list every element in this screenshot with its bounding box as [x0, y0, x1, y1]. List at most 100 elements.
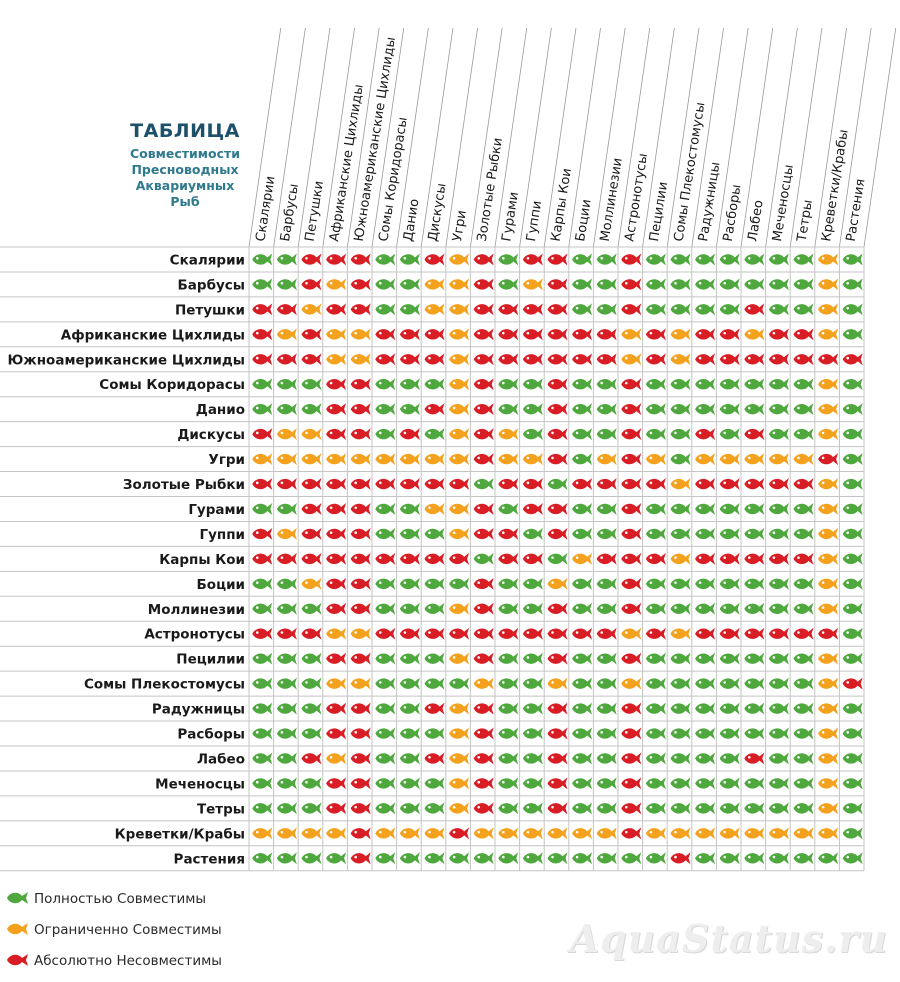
fish-eye [625, 506, 628, 510]
fish-limited [326, 677, 347, 690]
fish-compatible [842, 328, 863, 341]
fish-incompatible [350, 527, 371, 540]
fish-eye [403, 581, 407, 584]
fish-incompatible [326, 602, 347, 615]
fish-incompatible [473, 353, 494, 366]
fish-eye [502, 381, 505, 385]
fish-eye [600, 556, 603, 559]
fish-incompatible [621, 652, 642, 665]
fish-eye [600, 356, 603, 360]
fish-compatible [793, 527, 814, 540]
fish-incompatible [547, 702, 568, 715]
fish-eye [551, 281, 554, 285]
column-header: Растения [844, 178, 869, 243]
fish-incompatible [350, 652, 371, 665]
fish-eye [379, 431, 382, 435]
fish-limited [276, 453, 297, 466]
fish-compatible [719, 303, 740, 316]
fish-incompatible [326, 802, 347, 815]
header-guide-line [371, 27, 405, 248]
fish-eye [698, 481, 702, 485]
fish-eye [403, 606, 407, 609]
fish-compatible [498, 403, 519, 416]
fish-limited [645, 453, 666, 466]
fish-compatible [670, 752, 691, 765]
fish-eye [674, 855, 677, 859]
fish-eye [649, 681, 653, 684]
fish-compatible [695, 378, 716, 391]
fish-compatible [326, 852, 347, 865]
fish-compatible [375, 702, 396, 715]
fish-compatible [719, 677, 740, 690]
fish-incompatible [473, 602, 494, 615]
fish-compatible [645, 253, 666, 266]
fish-eye [772, 805, 776, 809]
fish-compatible [522, 378, 543, 391]
fish-compatible [768, 428, 789, 441]
fish-limited [621, 677, 642, 690]
fish-eye [649, 830, 653, 834]
fish-eye [379, 506, 382, 510]
fish-compatible [424, 677, 445, 690]
fish-incompatible [621, 428, 642, 441]
fish-eye [797, 805, 800, 809]
fish-compatible [645, 602, 666, 615]
fish-compatible [252, 852, 273, 865]
fish-compatible [670, 777, 691, 790]
fish-eye [551, 755, 554, 759]
row-label: Астронотусы [144, 627, 245, 643]
fish-eye [846, 331, 849, 335]
fish-eye [723, 656, 726, 659]
fish-eye [698, 506, 702, 510]
fish-incompatible [596, 552, 617, 565]
fish-eye [428, 830, 431, 834]
fish-eye [280, 506, 284, 510]
fish-eye [625, 456, 628, 460]
fish-eye [526, 855, 530, 859]
fish-eye [255, 706, 259, 709]
fish-eye [674, 481, 677, 485]
fish-limited [498, 428, 519, 441]
fish-eye [821, 581, 825, 584]
fish-compatible [252, 403, 273, 416]
fish-compatible [719, 527, 740, 540]
fish-eye [551, 531, 554, 535]
fish-limited [350, 453, 371, 466]
fish-compatible [572, 727, 593, 740]
legend-fish-green [7, 892, 28, 904]
fish-compatible [572, 752, 593, 765]
fish-compatible [645, 852, 666, 865]
legend-fish-red [7, 954, 28, 966]
fish-compatible [252, 677, 273, 690]
fish-eye [526, 481, 530, 485]
fish-eye [600, 780, 603, 784]
fish-eye [452, 631, 456, 634]
fish-eye [600, 706, 603, 709]
fish-incompatible [621, 527, 642, 540]
title-line-1: Совместимости [130, 146, 240, 161]
fish-eye [354, 506, 358, 510]
fish-compatible [695, 652, 716, 665]
fish-compatible [572, 527, 593, 540]
fish-incompatible [301, 328, 322, 341]
fish-eye [748, 606, 751, 609]
fish-eye [354, 281, 358, 285]
fish-incompatible [744, 428, 765, 441]
fish-incompatible [326, 502, 347, 515]
fish-eye [698, 381, 702, 385]
header-guide-line [470, 27, 503, 248]
fish-eye [625, 356, 628, 360]
fish-limited [621, 353, 642, 366]
fish-eye [354, 731, 358, 734]
fish-compatible [670, 278, 691, 291]
fish-incompatible [350, 852, 371, 865]
fish-eye [575, 256, 579, 260]
fish-eye [502, 406, 505, 410]
fish-compatible [572, 278, 593, 291]
fish-eye [772, 855, 776, 859]
fish-limited [301, 453, 322, 466]
fish-incompatible [498, 552, 519, 565]
fish-incompatible [350, 253, 371, 266]
fish-eye [428, 706, 431, 709]
fish-eye [379, 855, 382, 859]
